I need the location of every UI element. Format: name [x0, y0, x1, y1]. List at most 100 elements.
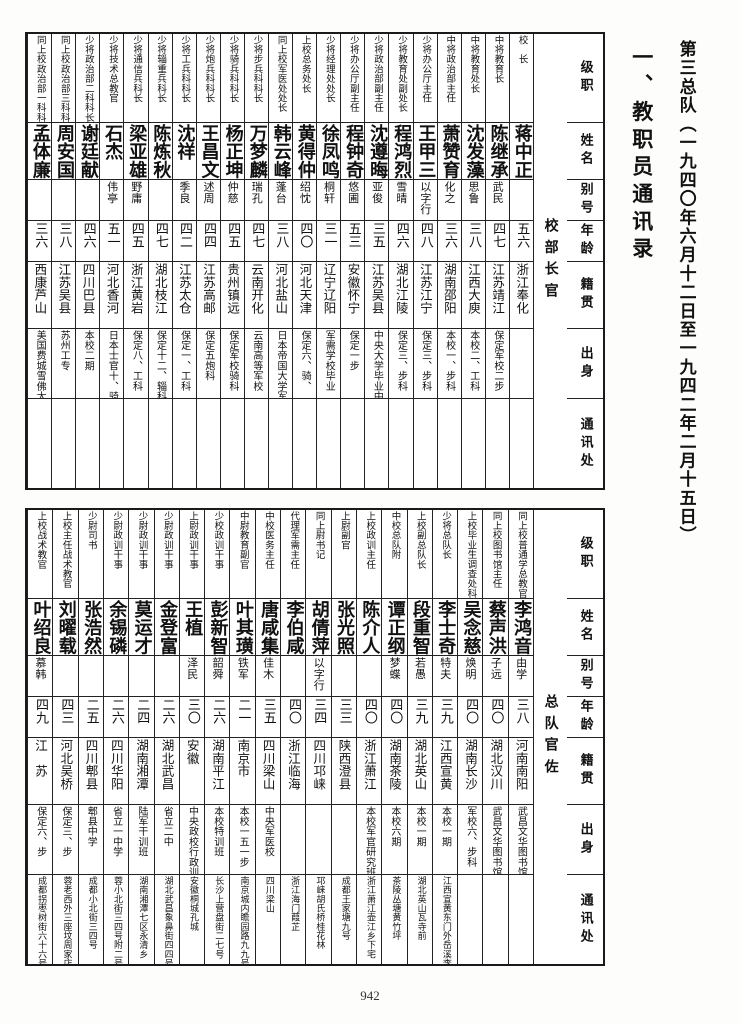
- cell-native-place: 四川梁山: [255, 738, 281, 805]
- cell-rank: 少尉政训干事: [129, 510, 154, 599]
- cell-age: 四四: [196, 221, 220, 263]
- name-value: 谭正纲: [384, 599, 406, 655]
- cell-native-place: 河北香河: [100, 262, 124, 329]
- native_place-value: 湖南邵阳: [441, 263, 457, 315]
- cell-origin: 保定三、步科: [413, 329, 437, 400]
- person-column: 少将骑兵科科长 杨正坤 仲慈 四五 贵州镇远 保定军校骑科: [219, 34, 244, 488]
- cell-name: 张光照: [331, 599, 356, 657]
- cell-native-place: 浙江临海: [281, 738, 306, 805]
- field-header-label: 通讯处: [577, 416, 593, 471]
- age-value: 三三: [336, 698, 352, 725]
- cell-name: 莫运才: [129, 599, 154, 657]
- document-title-text: 第三总队（一九四〇年六月十二日至一九四二年二月十五日）: [675, 40, 696, 545]
- cell-name: 周安国: [52, 123, 76, 181]
- cell-age: 三〇: [179, 697, 205, 739]
- rank-value: 少尉司书: [85, 511, 97, 550]
- cell-address: 湖北英山瓦寺前: [408, 875, 432, 964]
- origin-value: 保定五炮科: [202, 329, 214, 381]
- cell-age: 四〇: [281, 697, 306, 739]
- origin-value: 武昌文华图书馆: [490, 805, 502, 876]
- name-value: 李伯咸: [283, 599, 305, 655]
- person-column: 同上校普通学总教官 李鸿音 由学 三八 河南南阳 武昌文华图书馆: [507, 510, 533, 964]
- cell-age: 五六: [509, 221, 533, 263]
- cell-alias: 焕明: [458, 656, 483, 698]
- rank-value: 少将通信兵科长: [131, 35, 143, 103]
- age-value: 三八: [466, 222, 482, 249]
- origin-value: 郫县中学: [85, 805, 97, 847]
- field-header-label: 通讯处: [577, 892, 593, 947]
- cell-rank: 少将教育处副处长: [389, 34, 413, 123]
- cell-address: [100, 399, 123, 488]
- age-value: 三五: [369, 222, 385, 249]
- address-value: 蓉小北街三四号附二号: [112, 876, 123, 964]
- cell-address: [458, 875, 482, 964]
- cell-alias: 思鲁: [461, 180, 485, 222]
- cell-alias: 雪晴: [389, 180, 413, 222]
- cell-alias: [509, 180, 533, 222]
- age-value: 二六: [210, 698, 226, 725]
- cell-name: 王甲三: [413, 123, 437, 181]
- origin-value: 本校六期: [388, 805, 400, 847]
- native_place-value: 江苏高邮: [200, 263, 216, 315]
- cell-rank: 少将步兵科科长: [244, 34, 268, 123]
- cell-address: 成都拐枣树街六十六号: [28, 875, 52, 964]
- cell-name: 石杰: [100, 123, 124, 181]
- person-column: 中将教育处长 沈发藻 思鲁 三八 江西大庾 本校二、工科: [460, 34, 485, 488]
- person-column: 中尉教育副官 叶其璜 铁军 二一 南京市 本校一五一步 南京城内瞻园路九九号: [229, 510, 255, 964]
- field-header-origin: 出身: [567, 329, 603, 400]
- origin-value: 保定三、步科: [395, 329, 407, 391]
- cell-rank: 少将经理处处长: [317, 34, 341, 123]
- cell-rank: 上校总务处长: [293, 34, 317, 123]
- address-value: 江西宣黄东门外岳溪李宅: [440, 876, 451, 964]
- alias-value: 季良: [177, 181, 191, 204]
- cell-address: 成都小北街三四号: [79, 875, 103, 964]
- age-value: 三五: [260, 698, 276, 725]
- person-column: 少将教育处副处长 程鸿烈 雪晴 四六 湖北江陵 保定三、步科: [388, 34, 413, 488]
- cell-age: 二一: [230, 697, 255, 739]
- cell-name: 程钟奇: [341, 123, 365, 181]
- cell-origin: 美国费城雪佛大学政治博士: [28, 329, 52, 400]
- origin-value: 武昌文华图书馆: [515, 805, 527, 876]
- cell-rank: 少将通信兵科长: [124, 34, 148, 123]
- age-value: 四二: [176, 222, 192, 249]
- address-value: 四川梁山: [263, 876, 274, 913]
- cell-alias: 佳木: [255, 656, 281, 698]
- rank-value: 少将技术总教官: [106, 35, 118, 103]
- group-label-text: 总队官佐: [542, 693, 559, 781]
- cell-age: 三八: [52, 221, 76, 263]
- age-value: 四七: [490, 222, 506, 249]
- cell-name: 李士奇: [432, 599, 458, 657]
- rank-value: 少将办公厅主任: [420, 35, 432, 103]
- native_place-value: 河北盐山: [273, 263, 289, 315]
- cell-alias: 铁军: [230, 656, 255, 698]
- cell-name: 段重智: [407, 599, 432, 657]
- cell-name: 吴念慈: [458, 599, 483, 657]
- name-value: 沈遵晦: [367, 123, 389, 179]
- cell-native-place: 湖北汉川: [483, 738, 508, 805]
- age-value: 四〇: [286, 698, 301, 725]
- rank-value: 同上校军医处处长: [275, 35, 287, 113]
- cell-native-place: 江苏高邮: [196, 262, 220, 329]
- group-label-cell: 总队官佐: [534, 510, 567, 964]
- age-value: 四六: [393, 222, 409, 249]
- name-value: 萧赞育: [439, 123, 461, 179]
- address-value: 长沙上营盘街二七号: [213, 876, 224, 959]
- origin-value: 军需学校毕业: [323, 329, 335, 391]
- cell-age: 二四: [129, 697, 154, 739]
- alias-value: 雪晴: [394, 181, 408, 204]
- cell-age: 四五: [124, 221, 148, 263]
- alias-value: 绍忱: [298, 181, 312, 204]
- rank-value: 中校总队附: [389, 511, 401, 560]
- cell-rank: 中校医务主任: [255, 510, 281, 599]
- origin-value: 本校一五一步: [237, 805, 249, 867]
- cell-native-place: 贵州镇远: [220, 262, 244, 329]
- field-header-alias: 别号: [567, 180, 603, 222]
- native_place-value: 江苏吴县: [369, 263, 385, 315]
- person-column: 少将辎重兵科长 陈炼秋 四七 湖北枝江 保定十二、辎科: [147, 34, 172, 488]
- age-value: 四〇: [488, 698, 504, 725]
- cell-name: 彭新智: [205, 599, 230, 657]
- cell-name: 沈祥: [172, 123, 196, 181]
- person-column: 同上校政治部一科科长 孟体廉 三六 西康芦山 美国费城雪佛大学政治博士: [27, 34, 52, 488]
- name-value: 唐咸集: [258, 599, 280, 655]
